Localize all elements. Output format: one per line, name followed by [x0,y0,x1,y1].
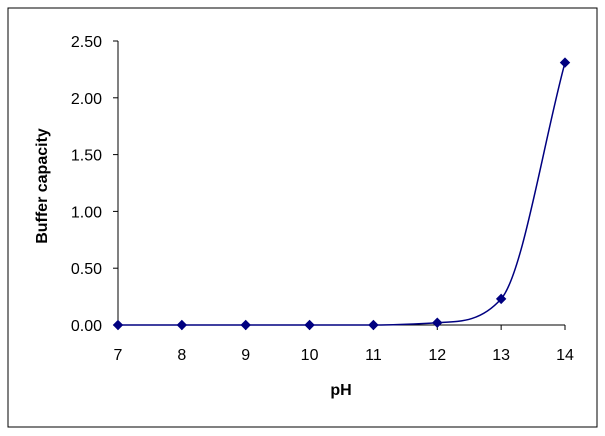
data-point-marker [176,319,188,331]
y-tick-label: 1.00 [71,204,102,221]
x-tick-label: 8 [177,347,186,364]
data-point-marker [368,319,379,331]
data-point-marker [432,317,443,328]
y-tick-label: 2.50 [71,34,102,51]
data-point-marker [304,319,315,331]
x-tick-label: 12 [428,347,446,364]
x-tick-label: 10 [301,347,319,364]
y-tick-label: 2.00 [71,91,102,108]
data-point-marker [240,319,251,331]
y-axis: 0.00 0.50 1.00 1.50 2.00 2.50 [71,34,119,335]
x-axis-title: pH [330,382,351,399]
y-tick-label: 1.50 [71,148,102,165]
x-tick-label: 13 [492,347,510,364]
y-tick-label: 0.00 [71,318,102,335]
x-tick-label: 14 [556,347,574,364]
data-markers [112,57,571,331]
data-point-marker [112,319,124,331]
data-point-marker [495,293,507,305]
x-tick-label: 7 [114,347,123,364]
x-tick-label: 9 [241,347,250,364]
y-axis-title: Buffer capacity [34,128,51,244]
x-tick-label: 11 [365,347,382,364]
chart-area-border [7,7,598,428]
y-tick-label: 0.50 [71,261,102,278]
data-point-marker [559,57,571,68]
